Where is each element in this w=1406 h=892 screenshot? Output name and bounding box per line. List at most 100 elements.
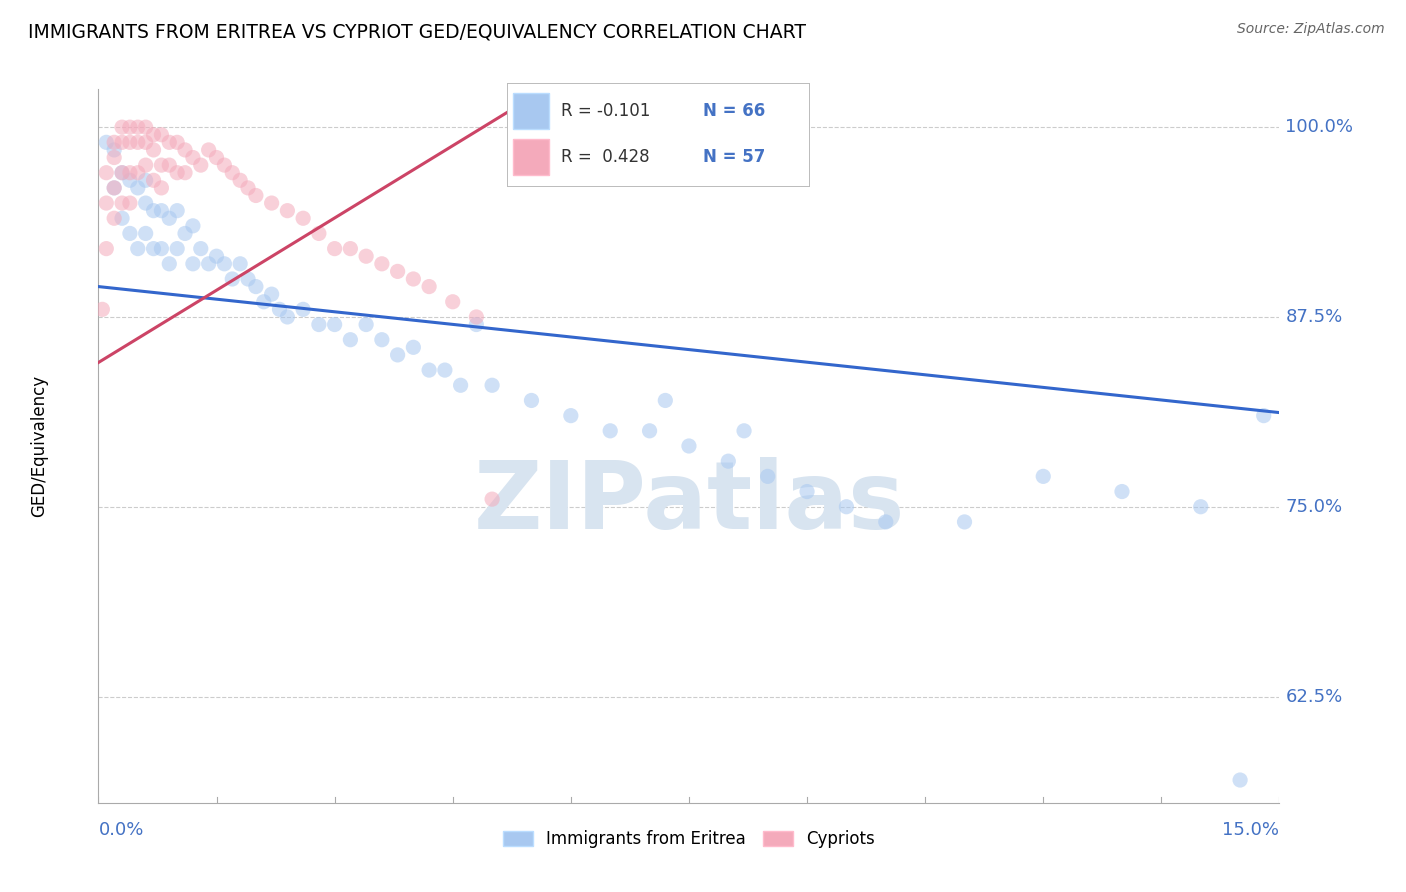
Point	[166, 136, 188, 150]
Text: 75.0%: 75.0%	[1285, 498, 1343, 516]
Point	[166, 203, 188, 218]
Point	[157, 211, 180, 226]
Point	[118, 196, 141, 211]
Point	[103, 181, 125, 195]
Point	[260, 196, 283, 211]
Text: 15.0%: 15.0%	[1222, 821, 1279, 839]
Point	[481, 492, 503, 507]
Point	[245, 188, 267, 202]
Point	[190, 158, 212, 172]
Text: 62.5%: 62.5%	[1285, 688, 1343, 706]
Point	[465, 310, 488, 324]
Point	[402, 340, 425, 354]
Point	[481, 378, 503, 392]
Point	[441, 294, 464, 309]
Point	[174, 227, 197, 241]
Point	[150, 128, 173, 142]
Point	[118, 173, 141, 187]
Text: N = 57: N = 57	[703, 148, 766, 166]
Point	[269, 302, 291, 317]
Point	[276, 203, 298, 218]
Point	[229, 257, 252, 271]
Point	[111, 166, 134, 180]
Point	[150, 242, 173, 256]
Point	[135, 173, 157, 187]
Point	[118, 227, 141, 241]
Point	[142, 203, 165, 218]
Point	[796, 484, 818, 499]
Point	[599, 424, 621, 438]
Point	[142, 242, 165, 256]
Point	[236, 272, 259, 286]
Point	[127, 242, 149, 256]
Point	[190, 242, 212, 256]
Point	[323, 242, 346, 256]
Point	[520, 393, 543, 408]
Point	[560, 409, 582, 423]
Point	[118, 136, 141, 150]
Point	[103, 181, 125, 195]
Point	[465, 318, 488, 332]
Point	[174, 143, 197, 157]
Point	[157, 158, 180, 172]
Point	[205, 151, 228, 165]
Point	[135, 196, 157, 211]
Point	[103, 211, 125, 226]
Point	[150, 203, 173, 218]
Point	[157, 136, 180, 150]
Point	[276, 310, 298, 324]
Point	[127, 181, 149, 195]
Point	[118, 120, 141, 135]
Point	[135, 136, 157, 150]
Point	[103, 151, 125, 165]
Point	[292, 302, 315, 317]
Point	[181, 151, 204, 165]
Point	[323, 318, 346, 332]
Point	[142, 173, 165, 187]
Point	[135, 227, 157, 241]
Legend: Immigrants from Eritrea, Cypriots: Immigrants from Eritrea, Cypriots	[503, 830, 875, 848]
Point	[96, 196, 118, 211]
Point	[433, 363, 456, 377]
Text: GED/Equivalency: GED/Equivalency	[31, 375, 48, 517]
Text: R = -0.101: R = -0.101	[561, 103, 651, 120]
Point	[135, 120, 157, 135]
Text: 0.0%: 0.0%	[98, 821, 143, 839]
Point	[835, 500, 858, 514]
Point	[181, 219, 204, 233]
Point	[236, 181, 259, 195]
Point	[245, 279, 267, 293]
FancyBboxPatch shape	[513, 94, 548, 129]
Point	[387, 264, 409, 278]
Point	[717, 454, 740, 468]
Point	[111, 196, 134, 211]
Point	[150, 158, 173, 172]
Point	[387, 348, 409, 362]
Point	[91, 302, 114, 317]
Point	[166, 242, 188, 256]
Point	[197, 143, 219, 157]
Text: IMMIGRANTS FROM ERITREA VS CYPRIOT GED/EQUIVALENCY CORRELATION CHART: IMMIGRANTS FROM ERITREA VS CYPRIOT GED/E…	[28, 22, 806, 41]
Point	[142, 143, 165, 157]
Point	[214, 158, 236, 172]
Point	[214, 257, 236, 271]
Point	[1111, 484, 1133, 499]
Point	[103, 143, 125, 157]
Point	[118, 166, 141, 180]
Text: R =  0.428: R = 0.428	[561, 148, 650, 166]
Point	[260, 287, 283, 301]
Point	[371, 333, 394, 347]
Point	[418, 363, 440, 377]
Point	[292, 211, 315, 226]
Point	[96, 136, 118, 150]
Point	[229, 173, 252, 187]
Point	[181, 257, 204, 271]
Point	[221, 272, 243, 286]
Point	[111, 166, 134, 180]
Text: 87.5%: 87.5%	[1285, 308, 1343, 326]
Text: ZIPatlas: ZIPatlas	[474, 457, 904, 549]
Point	[103, 136, 125, 150]
Point	[371, 257, 394, 271]
Point	[733, 424, 755, 438]
Point	[127, 120, 149, 135]
